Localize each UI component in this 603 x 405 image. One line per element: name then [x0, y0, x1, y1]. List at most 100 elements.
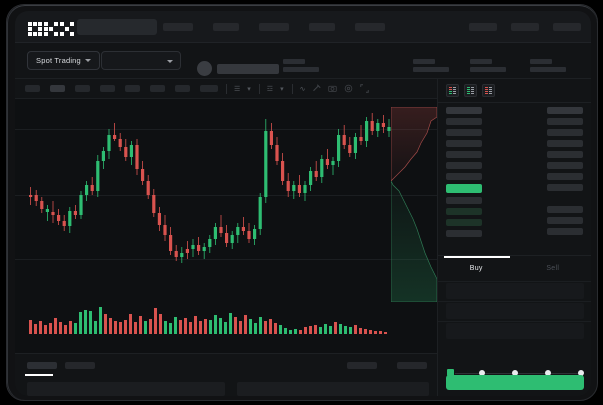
drawing-tools-icon[interactable]: ∿ — [299, 85, 306, 93]
indicators-icon[interactable]: ☰ — [234, 85, 241, 93]
table-row[interactable] — [446, 219, 482, 226]
settings-icon[interactable] — [344, 84, 353, 93]
fullscreen-icon[interactable] — [360, 84, 370, 93]
order-book-price-column — [446, 107, 482, 241]
table-row[interactable] — [446, 208, 482, 215]
nav-item-more[interactable] — [355, 23, 385, 31]
order-form-divider — [438, 255, 591, 256]
timeframe-1h[interactable] — [100, 85, 115, 92]
active-tab-underline — [25, 374, 53, 376]
table-row — [547, 140, 583, 147]
table-row[interactable] — [446, 162, 482, 169]
order-form-row-divider — [438, 301, 591, 302]
price-input[interactable] — [446, 283, 584, 299]
active-tab-underline — [444, 256, 510, 258]
table-row — [547, 151, 583, 158]
amount-input[interactable] — [446, 303, 584, 319]
tab-order-history[interactable] — [65, 362, 95, 369]
table-row[interactable] — [446, 197, 482, 204]
header-action-profile[interactable] — [553, 23, 581, 31]
stat-value — [470, 67, 506, 72]
nav-item-trade[interactable] — [163, 23, 193, 31]
logo-glyph-o — [28, 22, 42, 36]
order-form-row-divider — [438, 281, 591, 282]
table-row[interactable] — [446, 118, 482, 125]
stat-label — [283, 59, 305, 64]
slider-stop-75[interactable] — [545, 369, 551, 376]
header-action-orders[interactable] — [511, 23, 539, 31]
price-chart[interactable] — [15, 99, 437, 353]
table-row[interactable] — [446, 140, 482, 147]
timeframe-15m[interactable] — [75, 85, 90, 92]
cancel-all-button[interactable] — [397, 362, 427, 369]
coin-avatar — [197, 61, 212, 76]
table-row — [547, 184, 583, 191]
tab-sell[interactable]: Sell — [546, 264, 560, 272]
okx-logo[interactable] — [28, 22, 74, 36]
timeframe-4h[interactable] — [125, 85, 140, 92]
timeframe-1d[interactable] — [150, 85, 165, 92]
table-row[interactable] — [446, 151, 482, 158]
orders-panel — [15, 353, 437, 396]
chart-gridline — [15, 259, 437, 260]
magnet-icon[interactable] — [312, 84, 322, 93]
toolbar-divider — [226, 83, 227, 94]
chart-gridline — [15, 195, 437, 196]
indicators-chevron-icon[interactable]: ▾ — [247, 85, 251, 93]
table-row — [547, 162, 583, 169]
timeframe-5m[interactable] — [50, 85, 65, 92]
ticker-stat-24h-high — [470, 59, 506, 72]
last-price-row — [446, 184, 482, 193]
ticker-stat-24h-volume — [530, 59, 566, 72]
device-frame: Spot Trading — [6, 4, 598, 401]
orderbook-mode-sells-icon[interactable] — [482, 84, 495, 97]
total-input[interactable] — [446, 323, 584, 339]
chart-type-icon[interactable]: ☲ — [266, 85, 274, 93]
search-input[interactable] — [77, 19, 157, 35]
stat-label — [413, 59, 435, 64]
trading-app-window: Spot Trading — [15, 11, 591, 396]
table-row — [547, 129, 583, 136]
order-book-view-modes — [446, 84, 495, 97]
order-form-row-divider — [438, 321, 591, 322]
place-buy-order-button[interactable] — [446, 375, 584, 390]
stat-label — [530, 59, 552, 64]
stat-value — [283, 67, 319, 72]
chevron-down-icon — [167, 60, 173, 63]
chart-toolbar: ☰ ▾ ☲ ▾ ∿ — [15, 79, 437, 99]
chevron-down-icon — [84, 59, 91, 62]
orderbook-mode-buys-icon[interactable] — [464, 84, 477, 97]
slider-stop-25[interactable] — [479, 369, 485, 376]
tab-buy[interactable]: Buy — [469, 264, 483, 272]
chart-type-chevron-icon[interactable]: ▾ — [280, 85, 284, 93]
timeframe-1m[interactable] — [25, 85, 40, 92]
table-row[interactable] — [446, 107, 482, 114]
chart-gridline — [15, 129, 437, 130]
nav-item-markets[interactable] — [213, 23, 239, 31]
pair-selector[interactable] — [101, 51, 181, 70]
logo-glyph-k — [44, 22, 58, 36]
hide-other-pairs-toggle[interactable] — [347, 362, 377, 369]
app-header — [15, 11, 591, 43]
order-book-amount-column — [547, 107, 583, 239]
toolbar-divider — [291, 83, 293, 94]
nav-item-web3[interactable] — [309, 23, 335, 31]
stat-value — [530, 67, 566, 72]
header-action-assets[interactable] — [469, 23, 497, 31]
timeframe-1w[interactable] — [175, 85, 190, 92]
trading-mode-selector[interactable]: Spot Trading — [27, 51, 100, 70]
orderbook-mode-both-icon[interactable] — [446, 84, 459, 97]
tab-open-orders[interactable] — [27, 362, 57, 369]
table-row[interactable] — [446, 230, 482, 237]
depth-chart-overlay — [391, 107, 437, 302]
order-form-tabs: Buy Sell — [438, 259, 591, 277]
timeframe-more[interactable] — [200, 85, 218, 92]
volume-series — [29, 307, 387, 334]
slider-stop-100[interactable] — [578, 369, 584, 376]
table-row[interactable] — [446, 173, 482, 180]
slider-stop-50[interactable] — [512, 369, 518, 376]
table-row[interactable] — [446, 129, 482, 136]
ticker-stat-last-price — [283, 59, 319, 72]
nav-item-earn[interactable] — [259, 23, 289, 31]
camera-icon[interactable] — [328, 84, 338, 93]
